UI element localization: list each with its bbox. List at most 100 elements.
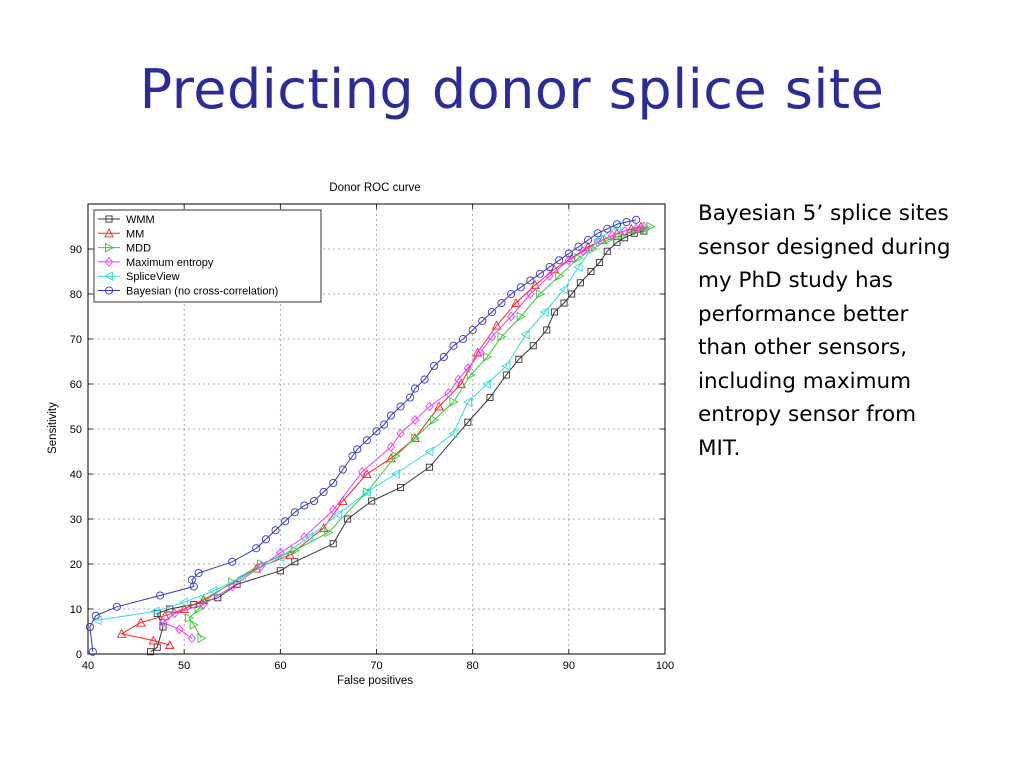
data-point xyxy=(187,575,196,584)
data-point xyxy=(148,635,159,645)
data-point xyxy=(361,487,371,497)
data-point xyxy=(236,572,246,583)
data-point xyxy=(631,223,641,234)
data-point xyxy=(529,342,537,350)
data-point xyxy=(617,230,627,241)
data-point xyxy=(194,604,204,614)
data-point xyxy=(271,526,280,535)
data-point xyxy=(430,415,440,425)
data-point xyxy=(368,497,376,505)
data-point xyxy=(424,446,434,457)
data-point xyxy=(507,289,516,299)
data-point xyxy=(228,557,237,566)
legend-marker xyxy=(104,257,114,267)
body-text-line: including maximum xyxy=(698,368,912,394)
data-point xyxy=(391,451,401,461)
data-point xyxy=(406,393,415,402)
data-point xyxy=(319,487,328,497)
data-point xyxy=(338,465,347,474)
data-point xyxy=(189,619,199,630)
data-point xyxy=(543,326,551,334)
data-point xyxy=(425,463,433,471)
data-point xyxy=(309,496,319,506)
data-point xyxy=(502,371,510,379)
data-point xyxy=(197,633,207,644)
data-point xyxy=(506,311,516,322)
y-tick-label: 90 xyxy=(70,244,82,256)
data-point xyxy=(362,436,371,445)
data-point xyxy=(526,276,535,285)
data-point xyxy=(290,545,300,556)
data-point xyxy=(593,229,602,238)
data-point xyxy=(386,411,395,420)
data-point xyxy=(290,508,299,517)
data-point xyxy=(449,341,458,350)
data-point xyxy=(487,331,497,342)
data-point xyxy=(410,415,420,425)
data-point xyxy=(396,428,405,439)
data-point xyxy=(516,311,526,322)
y-tick-label: 60 xyxy=(70,379,82,391)
data-point xyxy=(478,316,487,326)
x-tick-label: 100 xyxy=(656,660,674,672)
data-point xyxy=(91,611,100,620)
data-point xyxy=(458,334,468,344)
data-point xyxy=(329,540,337,548)
legend-marker xyxy=(105,215,113,223)
data-point xyxy=(448,428,458,439)
data-point xyxy=(136,617,146,627)
data-point xyxy=(545,271,554,281)
data-point xyxy=(353,445,362,454)
data-point xyxy=(539,307,549,317)
data-point xyxy=(199,599,208,610)
x-axis-label: False positives xyxy=(337,675,413,687)
data-point xyxy=(300,501,309,510)
data-point xyxy=(476,347,485,358)
data-point xyxy=(558,284,569,295)
x-tick-label: 80 xyxy=(467,660,479,672)
legend-entry: MM xyxy=(126,228,144,240)
data-point xyxy=(329,478,338,488)
data-point xyxy=(550,308,558,316)
data-point xyxy=(329,505,338,515)
legend-marker xyxy=(104,228,114,238)
body-text-line: my PhD study has xyxy=(698,268,893,293)
data-point xyxy=(603,224,612,233)
data-point xyxy=(194,568,203,578)
slide-body-text: Bayesian 5’ splice sites sensor designed… xyxy=(698,197,1013,465)
data-point xyxy=(410,432,420,443)
y-tick-label: 10 xyxy=(70,604,82,616)
data-point xyxy=(573,262,583,272)
data-point xyxy=(390,469,400,479)
data-point xyxy=(466,370,476,380)
y-tick-label: 50 xyxy=(70,424,82,436)
data-point xyxy=(555,271,565,281)
data-point xyxy=(92,615,102,626)
data-point xyxy=(397,483,405,492)
data-point xyxy=(555,256,564,265)
data-point xyxy=(439,352,448,362)
body-text-line: MIT. xyxy=(698,435,741,461)
data-point xyxy=(380,420,389,429)
data-point xyxy=(261,535,270,544)
data-point xyxy=(468,325,477,335)
data-point xyxy=(179,603,190,614)
data-point xyxy=(281,517,290,526)
legend-marker xyxy=(104,286,114,295)
data-point xyxy=(515,355,523,363)
legend-entry: SpliceView xyxy=(126,271,180,283)
data-point xyxy=(164,639,175,650)
data-point xyxy=(158,617,168,628)
x-tick-label: 60 xyxy=(274,660,286,672)
data-point xyxy=(434,401,444,411)
data-point xyxy=(304,532,314,542)
data-point xyxy=(430,361,439,371)
legend-marker xyxy=(103,271,114,282)
data-point xyxy=(632,215,641,224)
y-tick-label: 0 xyxy=(76,649,82,661)
data-point xyxy=(592,235,602,245)
roc-chart: Donor ROC curve False positives Sensitiv… xyxy=(38,175,688,695)
data-point xyxy=(116,628,127,638)
data-point xyxy=(170,608,179,619)
data-point xyxy=(228,577,238,587)
